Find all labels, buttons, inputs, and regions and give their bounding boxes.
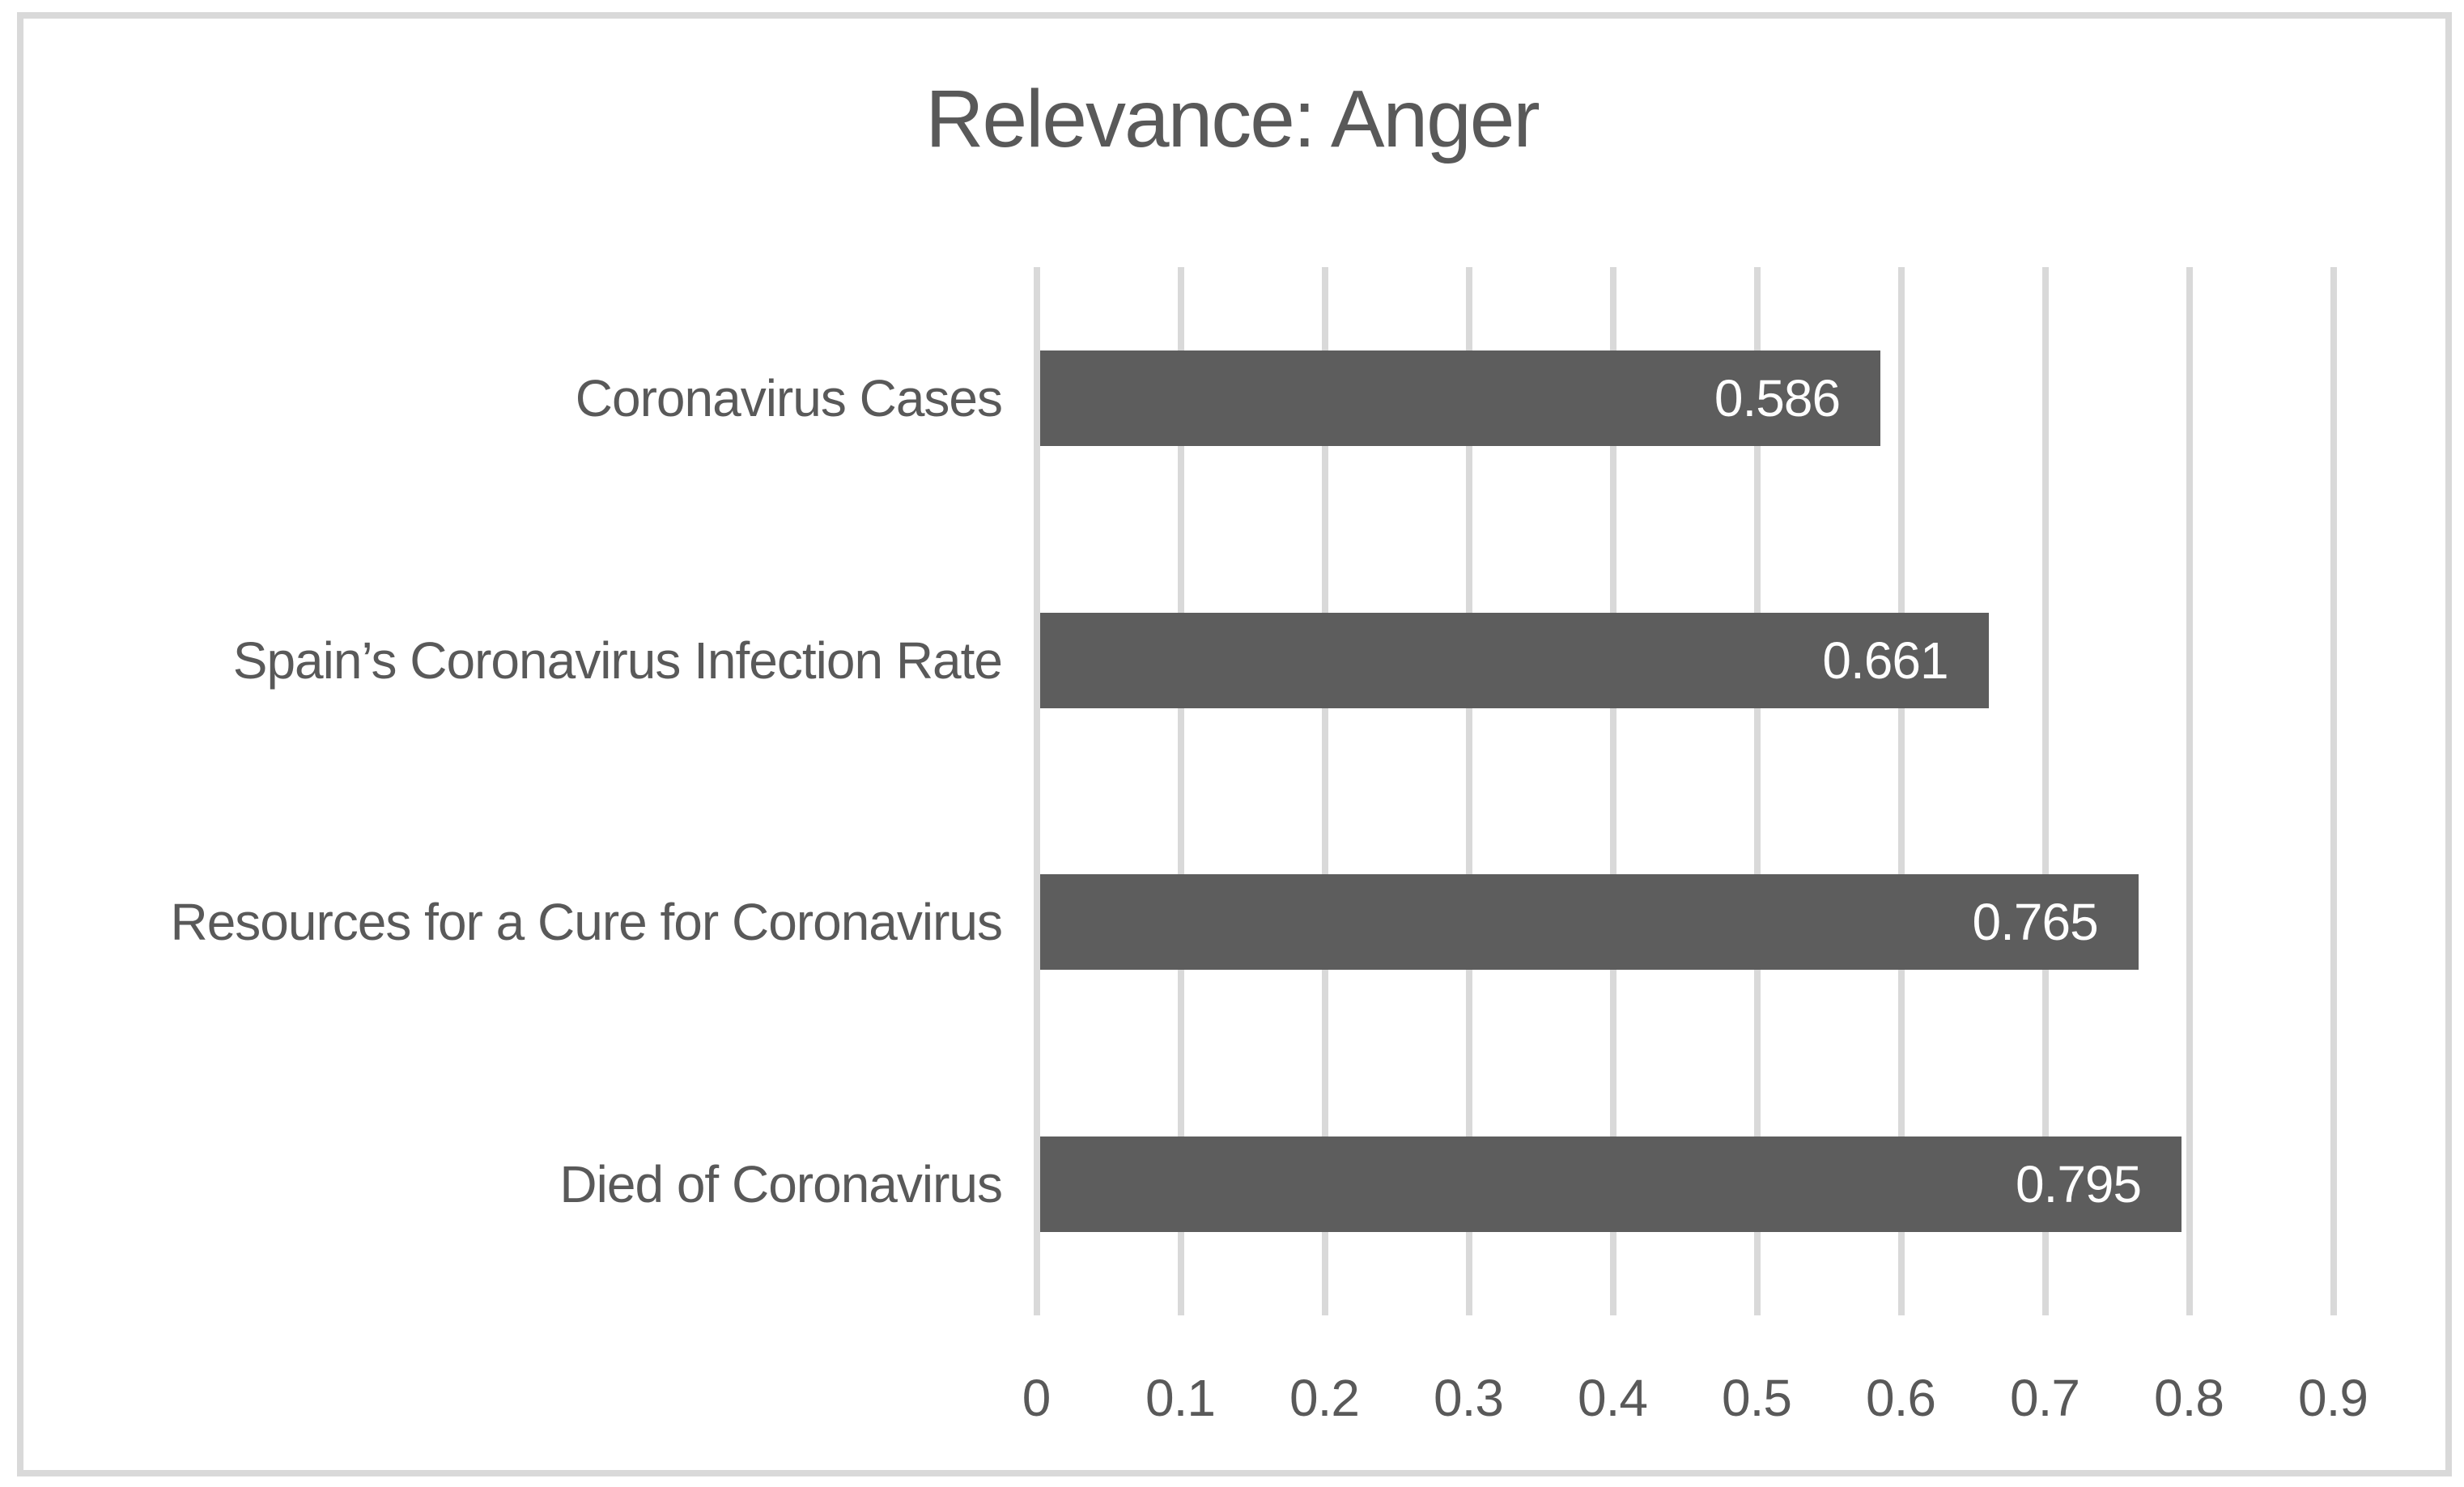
x-tick-label: 0.9: [2298, 1369, 2368, 1427]
category-label: Resources for a Cure for Coronavirus: [170, 893, 1003, 952]
bar-value-label: 0.661: [1822, 631, 1948, 690]
bar-value-label: 0.795: [2015, 1155, 2142, 1214]
gridline: [1754, 267, 1761, 1315]
x-tick-label: 0.6: [1866, 1369, 1936, 1427]
gridline: [1034, 267, 1040, 1315]
bar: 0.586: [1040, 350, 1881, 446]
x-tick-label: 0: [1022, 1369, 1051, 1427]
gridline: [1610, 267, 1616, 1315]
category-label: Spain’s Coronavirus Infection Rate: [232, 631, 1003, 690]
bar-value-label: 0.586: [1714, 368, 1841, 427]
gridline: [1898, 267, 1905, 1315]
x-tick-label: 0.7: [2010, 1369, 2080, 1427]
category-axis: Coronavirus Cases Spain’s Coronavirus Inf…: [32, 267, 1003, 1315]
gridline: [2042, 267, 2049, 1315]
x-tick-label: 0.5: [1722, 1369, 1792, 1427]
bar: 0.795: [1040, 1136, 2182, 1233]
gridline: [1178, 267, 1184, 1315]
x-tick-label: 0.2: [1289, 1369, 1360, 1427]
bar-value-label: 0.765: [1972, 893, 2099, 952]
bar: 0.661: [1040, 612, 1989, 708]
x-tick-label: 0.4: [1578, 1369, 1648, 1427]
category-label: Coronavirus Cases: [575, 368, 1003, 427]
gridline: [1322, 267, 1328, 1315]
chart-title: Relevance: Anger: [925, 74, 1540, 164]
x-tick-label: 0.1: [1145, 1369, 1216, 1427]
category-label: Died of Coronavirus: [559, 1155, 1003, 1214]
bar: 0.765: [1040, 874, 2139, 971]
x-tick-label: 0.8: [2154, 1369, 2224, 1427]
plot-area: 0.586 0.661 0.765 0.795: [1034, 267, 2337, 1315]
x-axis: 0 0.1 0.2 0.3 0.4 0.5 0.6 0.7 0.8 0.9: [1022, 1362, 2368, 1434]
gridline: [2330, 267, 2337, 1315]
x-tick-label: 0.3: [1434, 1369, 1504, 1427]
gridline: [1466, 267, 1472, 1315]
gridline: [2186, 267, 2193, 1315]
